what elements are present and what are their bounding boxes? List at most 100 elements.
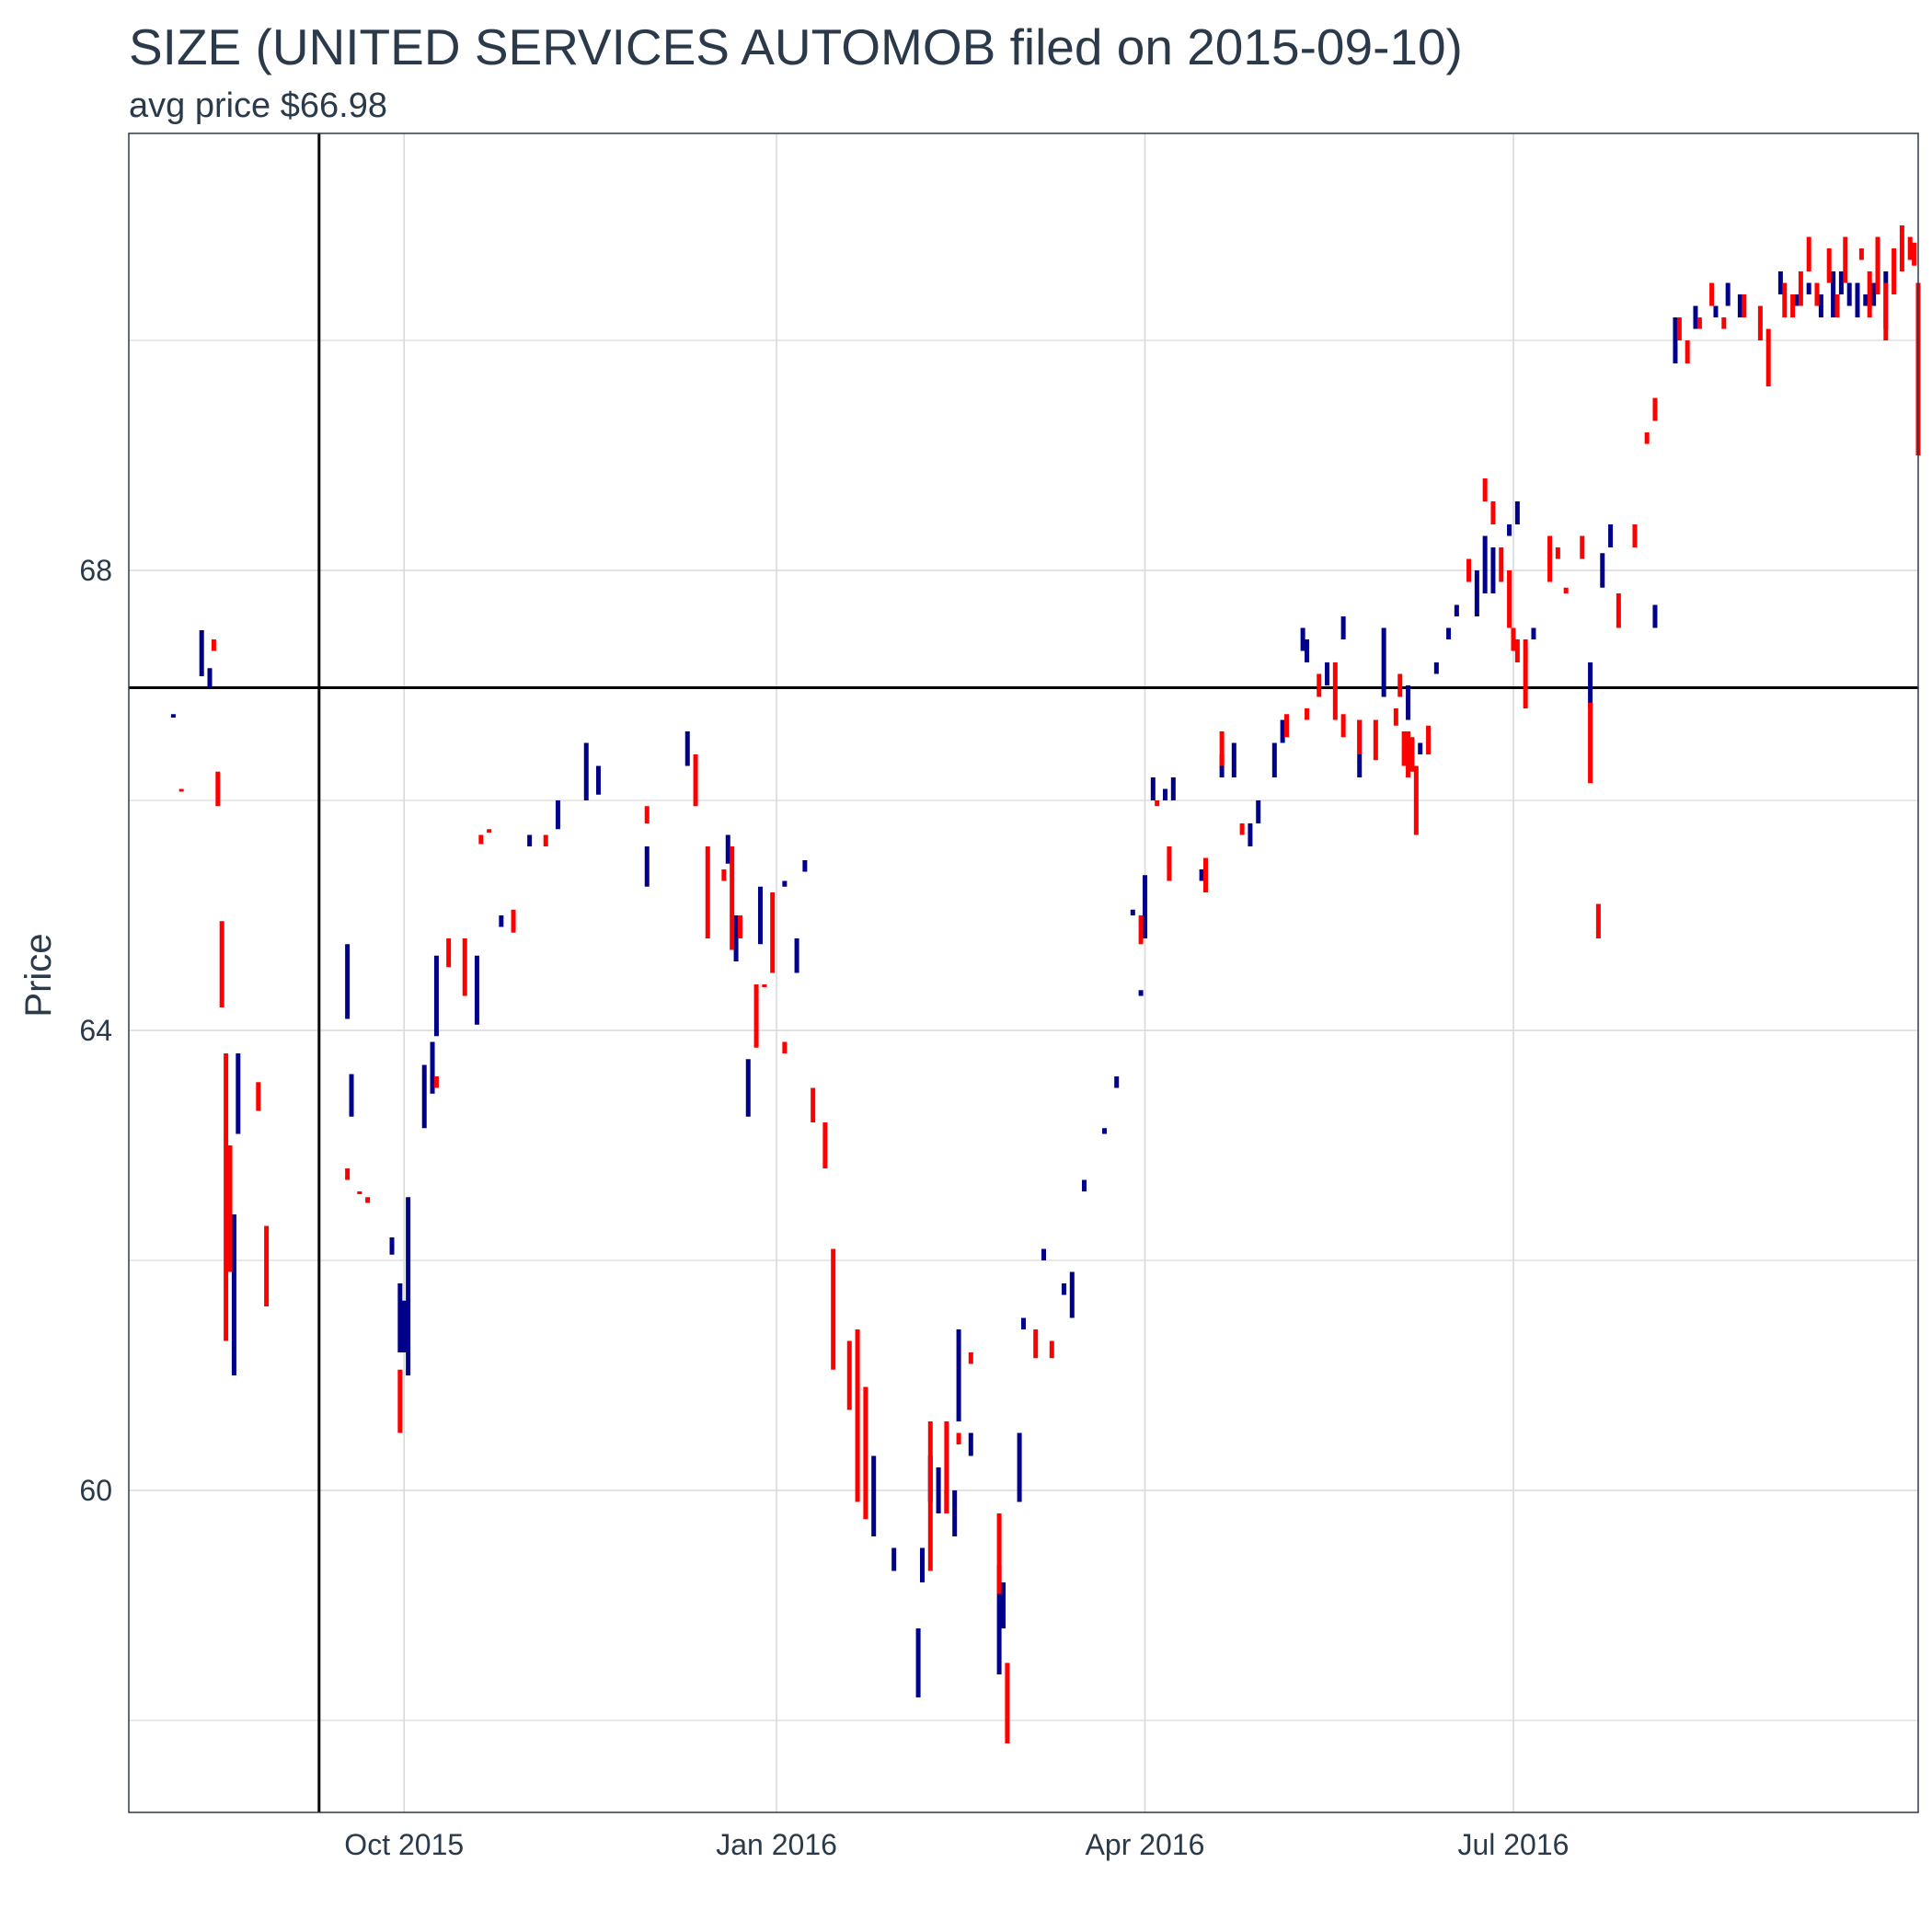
- price-bar-down: [1685, 340, 1690, 363]
- price-bar-down: [1826, 248, 1832, 283]
- price-bar-up: [1082, 1179, 1087, 1191]
- price-bar-up: [1454, 604, 1459, 616]
- price-bar-up: [757, 886, 763, 945]
- price-bar-down: [1397, 673, 1403, 697]
- price-bar-down: [211, 639, 216, 651]
- price-bar-up: [1673, 317, 1678, 363]
- price-bar-down: [1490, 501, 1496, 524]
- x-tick-label: Apr 2016: [1086, 1828, 1205, 1861]
- price-bar-down: [1806, 236, 1811, 271]
- grid-layer: [129, 133, 1918, 1812]
- price-bars: [170, 225, 1921, 1743]
- price-bar-down: [1652, 397, 1658, 421]
- price-bar-down: [1357, 719, 1363, 754]
- price-bar-up: [1138, 990, 1144, 996]
- price-bar-down: [1782, 282, 1788, 317]
- price-bar-down: [1834, 294, 1840, 317]
- x-tick-label: Oct 2015: [344, 1828, 464, 1861]
- price-bar-up: [1280, 719, 1285, 743]
- price-bar-up: [968, 1432, 973, 1456]
- price-bar-down: [1305, 708, 1310, 720]
- price-bar-up: [1652, 604, 1658, 628]
- price-bar-down: [721, 869, 727, 881]
- price-bar-up: [745, 1059, 751, 1117]
- price-bar-up: [1446, 627, 1452, 639]
- price-bar-down: [1709, 282, 1715, 306]
- price-bar-down: [831, 1248, 836, 1370]
- price-bar-down: [1798, 271, 1803, 306]
- price-bar-up: [1170, 777, 1176, 800]
- price-bar-up: [725, 834, 730, 864]
- price-bar-down: [1523, 639, 1528, 708]
- price-bar-down: [1875, 236, 1880, 294]
- price-bar-up: [1150, 777, 1156, 800]
- price-bar-up: [199, 630, 204, 676]
- price-bar-up: [915, 1628, 921, 1697]
- price-bar-up: [1130, 909, 1135, 915]
- price-bar-down: [1858, 248, 1864, 260]
- price-bar-down: [1547, 535, 1553, 582]
- price-bar-up: [1871, 282, 1877, 306]
- price-bar-down: [1814, 282, 1820, 306]
- price-bar-down: [215, 771, 221, 807]
- price-bar-up: [794, 938, 799, 973]
- price-bar-up: [170, 714, 176, 718]
- price-bar-down: [1721, 317, 1727, 329]
- price-bar-up: [555, 800, 560, 830]
- price-bar-up: [1777, 271, 1783, 294]
- price-bar-up: [433, 955, 439, 1037]
- price-bar-down: [365, 1197, 371, 1203]
- price-bar-down: [1138, 915, 1144, 945]
- price-bar-up: [952, 1490, 958, 1536]
- price-bar-up: [527, 834, 533, 846]
- price-bar-down: [822, 1122, 828, 1168]
- price-bar-down: [1790, 294, 1796, 317]
- y-tick-label: 60: [79, 1474, 112, 1507]
- price-bar-up: [1433, 662, 1439, 674]
- price-bar-down: [256, 1082, 261, 1111]
- price-bar-up: [231, 1214, 236, 1375]
- price-bar-down: [487, 829, 492, 833]
- price-bar-up: [1490, 547, 1496, 593]
- price-bar-up: [684, 731, 690, 766]
- price-bar-down: [1883, 282, 1889, 340]
- price-bar-up: [1838, 271, 1844, 294]
- price-bar-down: [705, 846, 710, 938]
- price-bar-up: [1271, 742, 1277, 777]
- price-bar-down: [1563, 587, 1569, 593]
- price-bar-down: [224, 1053, 229, 1341]
- price-bar-up: [1163, 788, 1168, 800]
- price-bar-down: [345, 1168, 351, 1180]
- price-bar-down: [811, 1087, 816, 1122]
- price-bar-up: [733, 915, 739, 961]
- price-bar-up: [1381, 627, 1386, 697]
- price-bar-down: [1426, 725, 1432, 754]
- price-bar-down: [1284, 714, 1290, 738]
- price-bar-down: [1907, 236, 1913, 260]
- price-bar-down: [956, 1432, 961, 1444]
- price-bar-up: [891, 1547, 897, 1571]
- price-bar-up: [1855, 282, 1860, 317]
- price-bar-down: [1742, 294, 1747, 317]
- price-bar-up: [1114, 1076, 1120, 1088]
- price-bar-down: [644, 806, 650, 823]
- price-bar-up: [871, 1455, 877, 1536]
- price-bar-down: [762, 984, 767, 987]
- price-bar-up: [956, 1329, 961, 1421]
- price-bar-down: [753, 984, 759, 1048]
- price-bar-down: [927, 1421, 933, 1571]
- price-bar-down: [1507, 570, 1512, 628]
- price-bar-up: [499, 915, 504, 927]
- price-bar-down: [1332, 662, 1338, 720]
- price-bar-up: [401, 1300, 407, 1352]
- price-bar-down: [1644, 432, 1650, 444]
- price-bar-up: [345, 944, 351, 1019]
- price-bar-down: [1373, 719, 1378, 761]
- price-bar-down: [1588, 702, 1593, 784]
- price-bar-down: [1765, 328, 1771, 386]
- price-bar-down: [1892, 248, 1897, 294]
- price-bar-down: [1340, 714, 1346, 738]
- price-bar-up: [595, 765, 601, 795]
- price-bar-down: [1203, 857, 1209, 892]
- price-bar-up: [207, 668, 213, 688]
